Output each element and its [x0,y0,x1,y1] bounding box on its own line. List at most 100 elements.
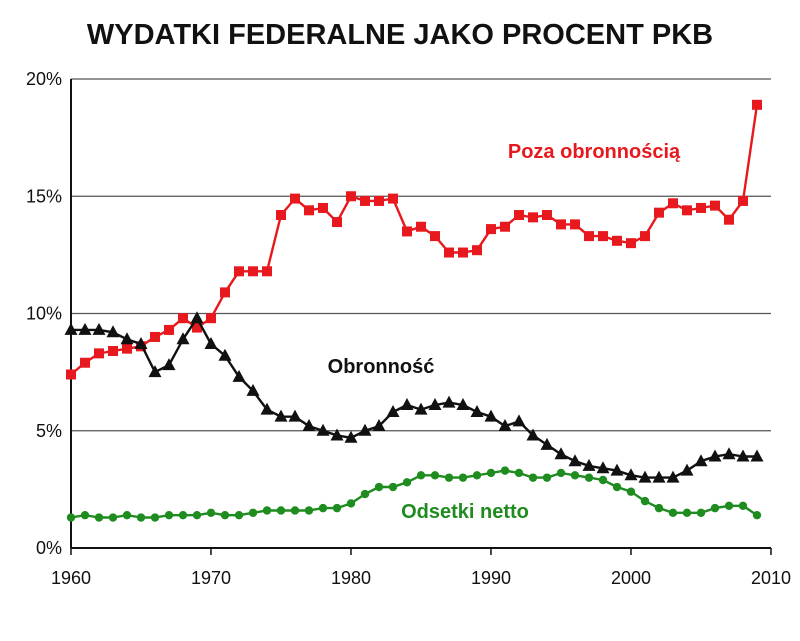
data-point [666,470,680,483]
data-point [596,461,610,474]
data-point [402,478,412,487]
data-point [668,508,678,518]
data-point [526,428,540,441]
data-point [542,210,552,221]
data-point [360,489,370,499]
data-point [162,358,176,371]
data-point [94,348,104,359]
data-point [318,202,328,213]
data-point [442,395,456,408]
data-point [318,503,328,513]
data-point [752,99,762,110]
data-point [626,487,636,496]
data-point [232,369,246,382]
data-point [612,482,622,492]
data-point [722,447,736,460]
data-point [190,311,204,324]
data-point [400,397,414,410]
data-point [276,506,286,515]
data-point [164,324,174,335]
y-axis-ticks: 0% 5% 10% 15% 20% [26,69,62,558]
series-line [71,317,757,479]
x-tick-label: 1990 [471,568,511,588]
data-point [330,428,344,441]
data-point [556,219,566,230]
data-point [486,224,496,235]
data-point [304,506,314,515]
data-point [736,449,750,462]
data-point [416,221,426,232]
chart-title: WYDATKI FEDERALNE JAKO PROCENT PKB [87,19,713,51]
data-point [302,419,316,432]
data-point [106,325,120,338]
data-point [500,466,510,475]
data-point [92,322,106,335]
data-point [738,501,748,510]
data-point [262,506,272,515]
x-tick-label: 1980 [331,568,371,588]
data-point [568,454,582,467]
data-point [388,193,398,204]
data-point [582,458,596,471]
data-point [66,369,76,380]
data-point [374,482,384,492]
data-point [750,449,764,462]
data-point [598,231,608,242]
data-point [248,266,258,277]
data-point [64,322,78,335]
x-tick-label: 1960 [51,568,91,588]
data-point [374,195,384,206]
series-label: Odsetki netto [401,501,529,523]
data-point [262,266,272,277]
data-point [724,214,734,225]
data-point [178,510,188,520]
data-point [610,463,624,476]
y-tick-label: 15% [26,186,62,206]
data-point [150,331,160,342]
data-point [696,202,706,213]
data-point [710,503,720,513]
data-point [276,210,286,221]
data-point [554,447,568,460]
series-labels: Poza obronnością Obronność Odsetki netto [328,141,681,523]
data-point [388,482,398,492]
data-point [694,454,708,467]
data-point [640,231,650,242]
data-point [178,313,188,324]
data-point [204,336,218,349]
data-point [444,247,454,258]
data-point [274,409,288,422]
data-point [652,470,666,483]
data-point [752,510,762,520]
data-point [472,245,482,256]
data-point [120,332,134,345]
data-point [528,212,538,223]
data-point [500,221,510,232]
data-point [122,510,132,520]
data-point [654,207,664,218]
data-point [332,503,342,513]
data-point [540,437,554,450]
data-point [682,508,692,518]
axes [70,79,772,555]
data-point [290,193,300,204]
data-point [386,404,400,417]
data-point [458,247,468,258]
data-point [316,423,330,436]
data-point [246,383,260,396]
data-point [248,508,258,518]
data-point [66,513,76,522]
data-point [360,195,370,206]
data-point [680,463,694,476]
series-label: Poza obronnością [508,141,681,163]
data-point [724,501,734,510]
data-point [148,365,162,378]
data-point [206,313,216,324]
data-point [570,471,580,480]
data-point [220,287,230,298]
data-point [136,513,146,522]
data-point [192,510,202,520]
data-point [430,471,440,480]
data-point [626,238,636,249]
